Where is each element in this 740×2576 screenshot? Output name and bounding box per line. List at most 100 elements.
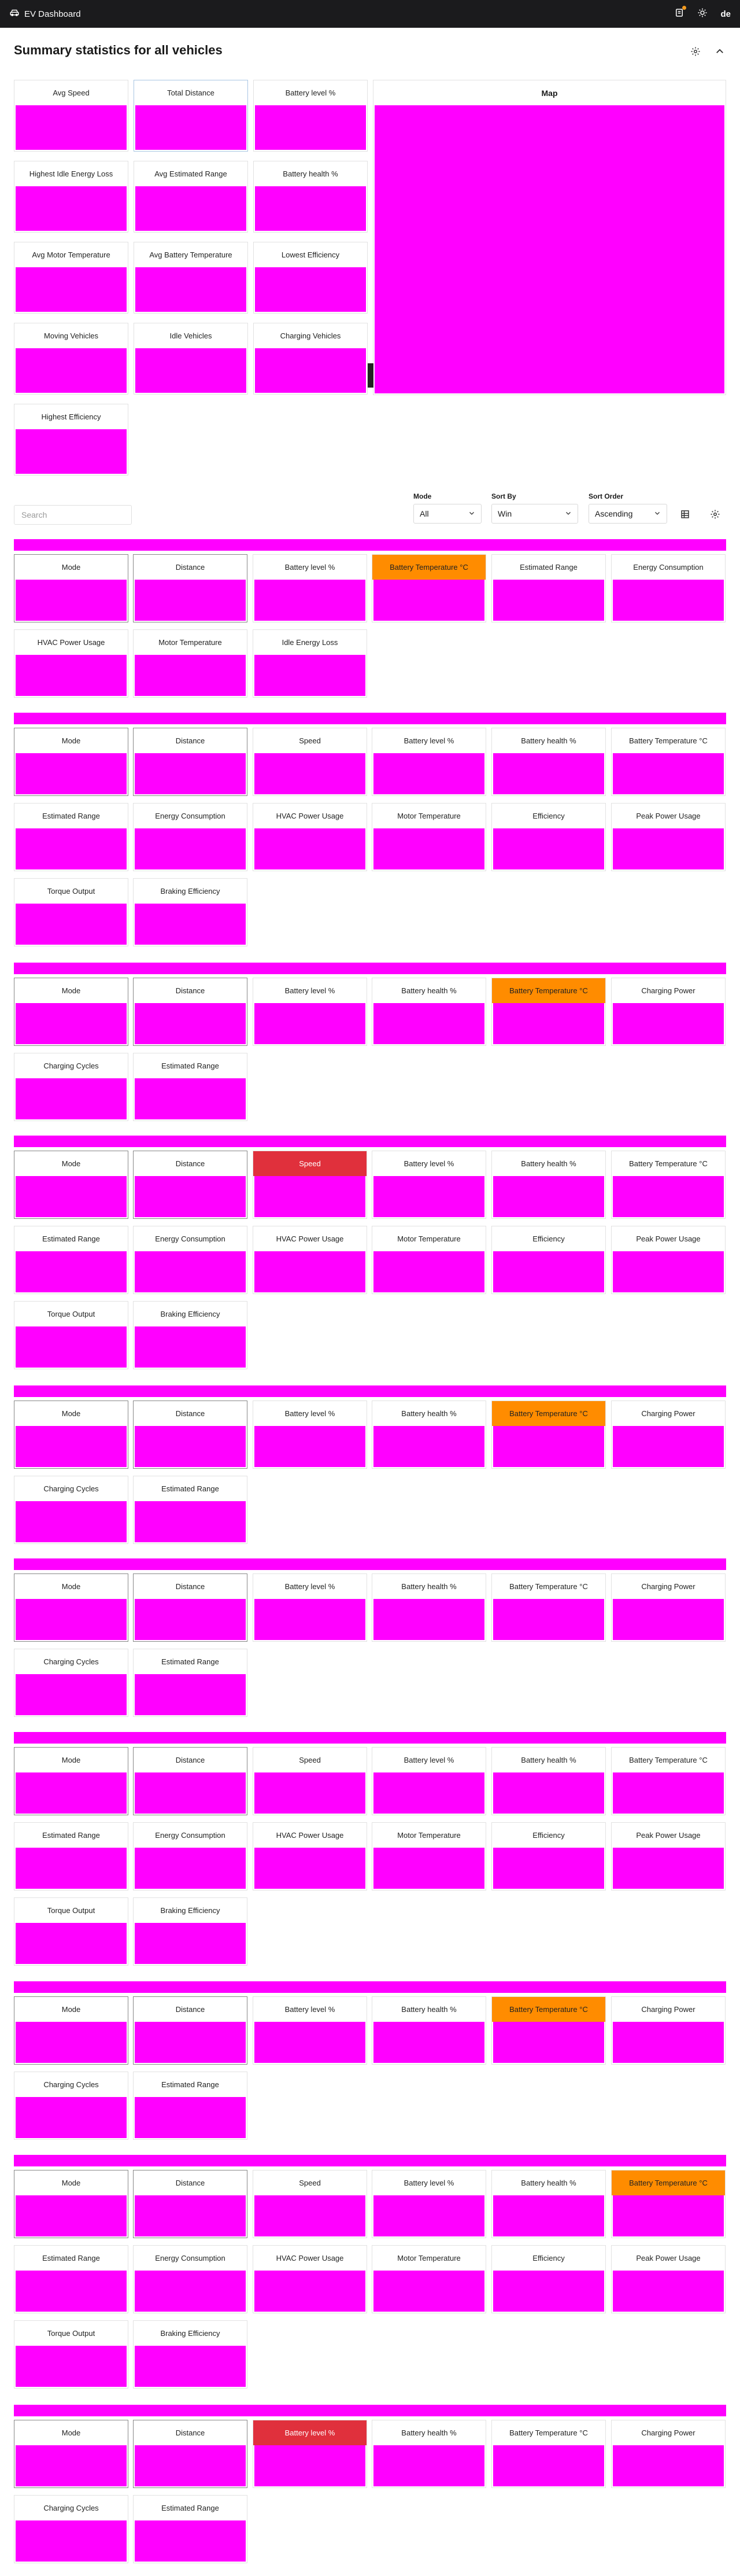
vehicle-metric-card[interactable]: Battery Temperature °C [611, 728, 726, 796]
vehicle-header-bar[interactable] [14, 963, 726, 974]
summary-card[interactable]: Total Distance [134, 80, 248, 152]
vehicle-metric-card[interactable]: Battery health % [491, 1151, 606, 1219]
vehicle-metric-card[interactable]: Motor Temperature [372, 1226, 486, 1294]
vehicle-metric-card[interactable]: Mode [14, 1996, 128, 2065]
vehicle-metric-card[interactable]: Distance [133, 2420, 247, 2488]
summary-card[interactable]: Charging Vehicles [253, 323, 368, 395]
vehicle-metric-card[interactable]: Battery Temperature °C [491, 1573, 606, 1642]
summary-card[interactable]: Avg Battery Temperature [134, 242, 248, 314]
vehicle-metric-card[interactable]: Charging Power [611, 1401, 726, 1469]
vehicle-metric-card[interactable]: Speed [253, 1747, 367, 1815]
vehicle-metric-card[interactable]: Speed [253, 1151, 367, 1219]
vehicle-metric-card[interactable]: Estimated Range [133, 2072, 247, 2140]
vehicle-metric-card[interactable]: Battery level % [253, 554, 367, 622]
vehicle-metric-card[interactable]: Peak Power Usage [611, 803, 726, 871]
vehicle-metric-card[interactable]: Battery Temperature °C [491, 978, 606, 1046]
vehicle-metric-card[interactable]: Battery level % [253, 1401, 367, 1469]
vehicle-metric-card[interactable]: Energy Consumption [611, 554, 726, 622]
vehicle-metric-card[interactable]: Torque Output [14, 2320, 128, 2389]
vehicle-metric-card[interactable]: Battery level % [253, 978, 367, 1046]
theme-toggle-button[interactable] [697, 8, 708, 20]
vehicle-metric-card[interactable]: Battery Temperature °C [611, 1747, 726, 1815]
vehicle-metric-card[interactable]: Motor Temperature [133, 629, 247, 698]
vehicle-metric-card[interactable]: Battery health % [372, 2420, 486, 2488]
vehicle-metric-card[interactable]: Energy Consumption [133, 1226, 247, 1294]
vehicle-metric-card[interactable]: HVAC Power Usage [253, 2245, 367, 2313]
vehicle-header-bar[interactable] [14, 1732, 726, 1744]
vehicle-header-bar[interactable] [14, 1136, 726, 1147]
vehicle-metric-card[interactable]: Charging Cycles [14, 2072, 128, 2140]
notification-button[interactable] [674, 6, 687, 20]
vehicle-metric-card[interactable]: Battery level % [253, 2420, 367, 2488]
vehicle-metric-card[interactable]: Braking Efficiency [133, 1897, 247, 1966]
sort-by-select[interactable]: Sort By Win [491, 492, 578, 524]
vehicle-metric-card[interactable]: Braking Efficiency [133, 2320, 247, 2389]
app-brand[interactable]: EV Dashboard [9, 8, 81, 20]
vehicle-metric-card[interactable]: Distance [133, 1401, 247, 1469]
vehicle-metric-card[interactable]: HVAC Power Usage [14, 629, 128, 698]
vehicle-metric-card[interactable]: Estimated Range [133, 1053, 247, 1121]
vehicle-metric-card[interactable]: Distance [133, 1747, 247, 1815]
vehicle-metric-card[interactable]: Speed [253, 2170, 367, 2238]
vehicle-metric-card[interactable]: Battery level % [253, 1996, 367, 2065]
vehicle-metric-card[interactable]: Battery Temperature °C [491, 2420, 606, 2488]
vehicle-metric-card[interactable]: Charging Cycles [14, 1649, 128, 1717]
collapse-button[interactable] [715, 46, 725, 60]
summary-card[interactable]: Idle Vehicles [134, 323, 248, 395]
vehicle-metric-card[interactable]: Charging Cycles [14, 1476, 128, 1544]
summary-card[interactable]: Moving Vehicles [14, 323, 128, 395]
table-view-button[interactable] [680, 509, 690, 522]
sort-order-select[interactable]: Sort Order Ascending [589, 492, 667, 524]
vehicle-metric-card[interactable]: Distance [133, 728, 247, 796]
vehicle-metric-card[interactable]: HVAC Power Usage [253, 1226, 367, 1294]
vehicle-metric-card[interactable]: Battery health % [372, 978, 486, 1046]
language-switch[interactable]: de [720, 9, 731, 19]
vehicle-metric-card[interactable]: Distance [133, 1996, 247, 2065]
vehicle-metric-card[interactable]: Charging Power [611, 978, 726, 1046]
vehicle-metric-card[interactable]: Mode [14, 978, 128, 1046]
vehicle-header-bar[interactable] [14, 1385, 726, 1397]
mode-select[interactable]: Mode All [413, 492, 482, 524]
vehicle-metric-card[interactable]: Torque Output [14, 1897, 128, 1966]
vehicle-metric-card[interactable]: Mode [14, 554, 128, 622]
vehicle-metric-card[interactable]: Battery Temperature °C [372, 554, 486, 622]
vehicle-metric-card[interactable]: Battery health % [491, 1747, 606, 1815]
summary-card[interactable]: Highest Efficiency [14, 404, 128, 476]
vehicle-metric-card[interactable]: Speed [253, 728, 367, 796]
vehicle-header-bar[interactable] [14, 1981, 726, 1993]
vehicle-metric-card[interactable]: Estimated Range [491, 554, 606, 622]
summary-card[interactable]: Avg Motor Temperature [14, 242, 128, 314]
summary-card[interactable]: Avg Speed [14, 80, 128, 152]
map-card[interactable]: Map [373, 80, 726, 395]
vehicle-metric-card[interactable]: Battery level % [372, 728, 486, 796]
vehicle-header-bar[interactable] [14, 1558, 726, 1570]
vehicle-metric-card[interactable]: Efficiency [491, 1226, 606, 1294]
vehicle-metric-card[interactable]: Efficiency [491, 803, 606, 871]
vehicle-metric-card[interactable]: Battery Temperature °C [611, 1151, 726, 1219]
list-settings-button[interactable] [710, 509, 720, 522]
vehicle-metric-card[interactable]: Battery health % [491, 2170, 606, 2238]
vehicle-metric-card[interactable]: Mode [14, 1401, 128, 1469]
vehicle-metric-card[interactable]: Charging Power [611, 1573, 726, 1642]
vehicle-metric-card[interactable]: Battery Temperature °C [611, 2170, 726, 2238]
vehicle-metric-card[interactable]: Battery Temperature °C [491, 1401, 606, 1469]
vehicle-metric-card[interactable]: Motor Temperature [372, 803, 486, 871]
vehicle-metric-card[interactable]: Estimated Range [14, 803, 128, 871]
resize-handle[interactable] [368, 363, 373, 388]
vehicle-metric-card[interactable]: Estimated Range [133, 1476, 247, 1544]
summary-card[interactable]: Lowest Efficiency [253, 242, 368, 314]
vehicle-metric-card[interactable]: Peak Power Usage [611, 1226, 726, 1294]
vehicle-metric-card[interactable]: Battery level % [253, 1573, 367, 1642]
vehicle-metric-card[interactable]: Estimated Range [133, 1649, 247, 1717]
vehicle-metric-card[interactable]: Peak Power Usage [611, 1822, 726, 1890]
vehicle-metric-card[interactable]: Energy Consumption [133, 803, 247, 871]
vehicle-metric-card[interactable]: Battery health % [372, 1401, 486, 1469]
vehicle-metric-card[interactable]: Charging Power [611, 1996, 726, 2065]
vehicle-metric-card[interactable]: Estimated Range [14, 1226, 128, 1294]
vehicle-metric-card[interactable]: Estimated Range [133, 2495, 247, 2563]
vehicle-metric-card[interactable]: Battery health % [372, 1996, 486, 2065]
vehicle-metric-card[interactable]: Mode [14, 2420, 128, 2488]
vehicle-metric-card[interactable]: Mode [14, 1747, 128, 1815]
vehicle-metric-card[interactable]: Mode [14, 2170, 128, 2238]
vehicle-header-bar[interactable] [14, 2405, 726, 2416]
